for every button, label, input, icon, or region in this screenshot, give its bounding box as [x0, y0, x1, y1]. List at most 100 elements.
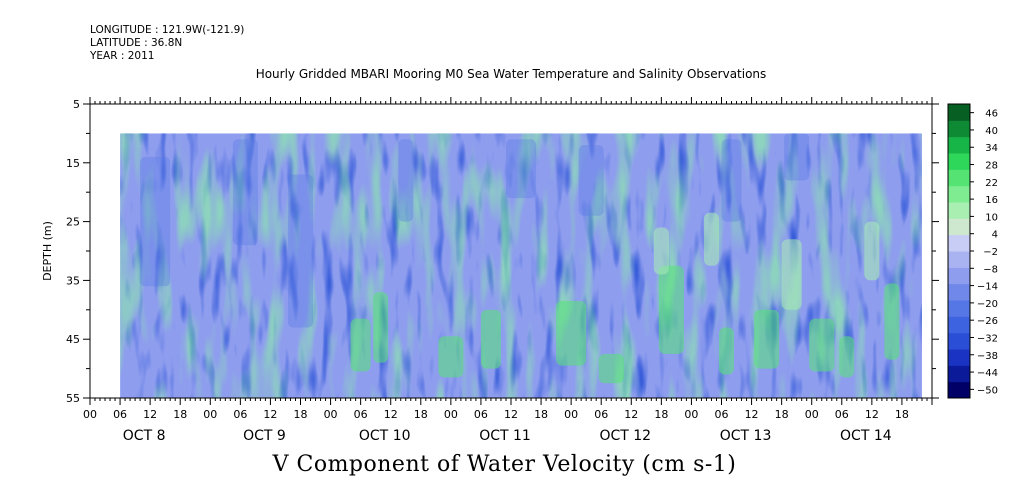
x-day-label: OCT 9 [243, 428, 286, 444]
heatmap-patch [784, 133, 810, 181]
x-day-label: OCT 13 [720, 428, 772, 444]
colorbar-swatch [948, 234, 970, 252]
y-tick-label: 25 [66, 216, 80, 229]
x-hour-label: 00 [203, 408, 217, 421]
heatmap-patch [884, 283, 900, 360]
x-day-label: OCT 11 [479, 428, 531, 444]
x-hour-label: 06 [354, 408, 368, 421]
heatmap-patch [718, 327, 735, 375]
x-day-label: OCT 8 [123, 428, 166, 444]
colorbar-label: −8 [983, 264, 998, 275]
heatmap-patch [140, 156, 171, 287]
heatmap-patch [864, 221, 880, 281]
x-hour-label: 12 [504, 408, 518, 421]
x-day-label: OCT 10 [359, 428, 411, 444]
colorbar-label: −44 [977, 368, 998, 379]
colorbar-label: 16 [985, 195, 998, 206]
colorbar-label: 10 [985, 212, 998, 223]
x-hour-label: 12 [624, 408, 638, 421]
y-axis-label: DEPTH (m) [41, 221, 54, 281]
heatmap-patch [232, 139, 258, 246]
chart-title: Hourly Gridded MBARI Mooring M0 Sea Wate… [255, 67, 767, 81]
x-hour-label: 12 [143, 408, 157, 421]
colorbar-swatch [948, 202, 970, 219]
variable-label: V Component of Water Velocity (cm s-1) [272, 452, 737, 477]
colorbar-swatch [948, 185, 970, 203]
longitude-label: LONGITUDE : 121.9W(-121.9) [90, 24, 245, 36]
x-hour-label: 00 [324, 408, 338, 421]
latitude-label: LATITUDE : 36.8N [90, 37, 183, 49]
heatmap-patch [438, 336, 464, 378]
colorbar-label: 4 [992, 230, 998, 241]
heatmap-patch [598, 353, 624, 384]
colorbar-label: 22 [985, 178, 998, 189]
x-hour-label: 00 [564, 408, 578, 421]
x-hour-label: 06 [233, 408, 247, 421]
colorbar-label: 46 [985, 109, 998, 120]
heatmap-patch [505, 139, 537, 199]
colorbar-label: −14 [977, 282, 998, 293]
heatmap-patch [721, 139, 742, 222]
heatmap-patch [809, 318, 835, 372]
x-hour-label: 12 [865, 408, 879, 421]
colorbar-swatch [948, 349, 970, 366]
x-hour-label: 06 [715, 408, 729, 421]
heatmap-patch [578, 145, 604, 216]
heatmap-patch [373, 292, 389, 363]
heatmap-patch [781, 239, 802, 310]
x-hour-label: 06 [474, 408, 488, 421]
colorbar-swatch [948, 283, 970, 301]
heatmap-patch [658, 265, 684, 354]
year-label: YEAR : 2011 [90, 50, 155, 62]
heatmap-patch [350, 318, 371, 372]
x-hour-label: 18 [654, 408, 668, 421]
heatmap-patch [398, 139, 414, 222]
x-day-label: OCT 12 [599, 428, 651, 444]
x-hour-label: 06 [594, 408, 608, 421]
x-hour-label: 00 [684, 408, 698, 421]
colorbar-label: −38 [977, 351, 998, 362]
colorbar-swatch [948, 136, 970, 154]
y-tick-label: 35 [66, 274, 80, 287]
x-hour-label: 12 [263, 408, 277, 421]
colorbar-label: −20 [977, 299, 998, 310]
colorbar-label: 34 [985, 143, 998, 154]
colorbar-swatch [948, 365, 970, 383]
colorbar-swatch [948, 251, 970, 268]
colorbar-swatch [948, 332, 970, 350]
x-hour-label: 18 [294, 408, 308, 421]
colorbar-label: 40 [985, 126, 998, 137]
heatmap-patch [839, 336, 855, 378]
colorbar-label: 28 [985, 161, 998, 172]
colorbar-swatch [948, 153, 970, 170]
colorbar-swatch [948, 104, 970, 121]
colorbar-swatch [948, 120, 970, 138]
colorbar-label: −50 [977, 385, 998, 396]
x-hour-label: 06 [835, 408, 849, 421]
colorbar-swatch [948, 381, 970, 399]
heatmap-patch [287, 174, 314, 328]
y-tick-label: 5 [73, 98, 80, 111]
colorbar: −50 −44 −38 −32 −26 −20 −14 −8 −2 4 10 16 22 28 34 40 46 [947, 103, 998, 399]
x-hour-label: 12 [384, 408, 398, 421]
heatmap-patch [480, 309, 501, 369]
heatmap-patch [703, 212, 719, 266]
x-hour-label: 12 [745, 408, 759, 421]
x-hour-label: 18 [895, 408, 909, 421]
x-hour-label: 18 [775, 408, 789, 421]
x-hour-label: 18 [534, 408, 548, 421]
heatmap-patch [653, 227, 669, 275]
x-hour-label: 18 [414, 408, 428, 421]
heatmap-patch [754, 309, 780, 369]
colorbar-swatch [948, 316, 970, 334]
x-hour-label: 18 [173, 408, 187, 421]
colorbar-swatch [948, 169, 970, 187]
colorbar-swatch [948, 300, 970, 317]
colorbar-label: −2 [983, 247, 998, 258]
x-hour-label: 00 [805, 408, 819, 421]
colorbar-swatch [948, 267, 970, 285]
y-tick-label: 55 [66, 392, 80, 405]
colorbar-label: −26 [977, 316, 998, 327]
heatmap-cells [120, 133, 922, 398]
x-day-label: OCT 14 [840, 428, 892, 444]
